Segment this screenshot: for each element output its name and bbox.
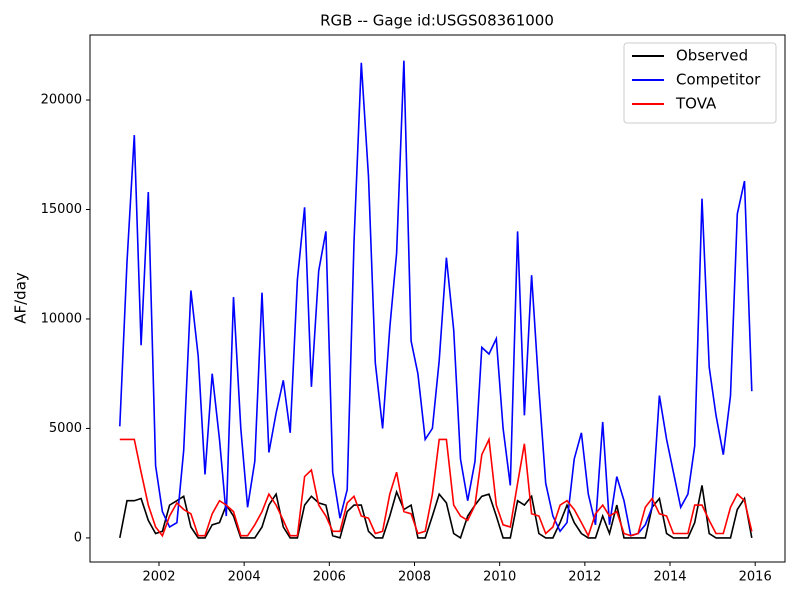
chart-title: RGB -- Gage id:USGS08361000 <box>320 12 554 30</box>
x-tick-label: 2012 <box>568 570 601 585</box>
y-tick-label: 5000 <box>49 421 82 436</box>
x-tick-label: 2014 <box>653 570 686 585</box>
y-tick-label: 15000 <box>41 202 82 217</box>
legend-label: Competitor <box>676 71 761 89</box>
plot-frame <box>89 34 786 563</box>
y-tick-label: 0 <box>74 530 82 545</box>
series-line <box>119 485 753 540</box>
x-tick-label: 2008 <box>398 570 431 585</box>
y-tick-label: 20000 <box>41 93 82 108</box>
y-axis-label: AF/day <box>12 272 30 324</box>
x-tick-label: 2010 <box>483 570 516 585</box>
x-tick-label: 2002 <box>142 570 175 585</box>
legend-label: Observed <box>676 47 748 65</box>
x-tick-label: 2004 <box>228 570 261 585</box>
series-line <box>119 60 753 537</box>
x-tick-label: 2016 <box>739 570 772 585</box>
legend-label: TOVA <box>675 95 717 113</box>
series-line <box>119 436 753 538</box>
y-tick-label: 10000 <box>41 311 82 326</box>
x-tick-label: 2006 <box>313 570 346 585</box>
